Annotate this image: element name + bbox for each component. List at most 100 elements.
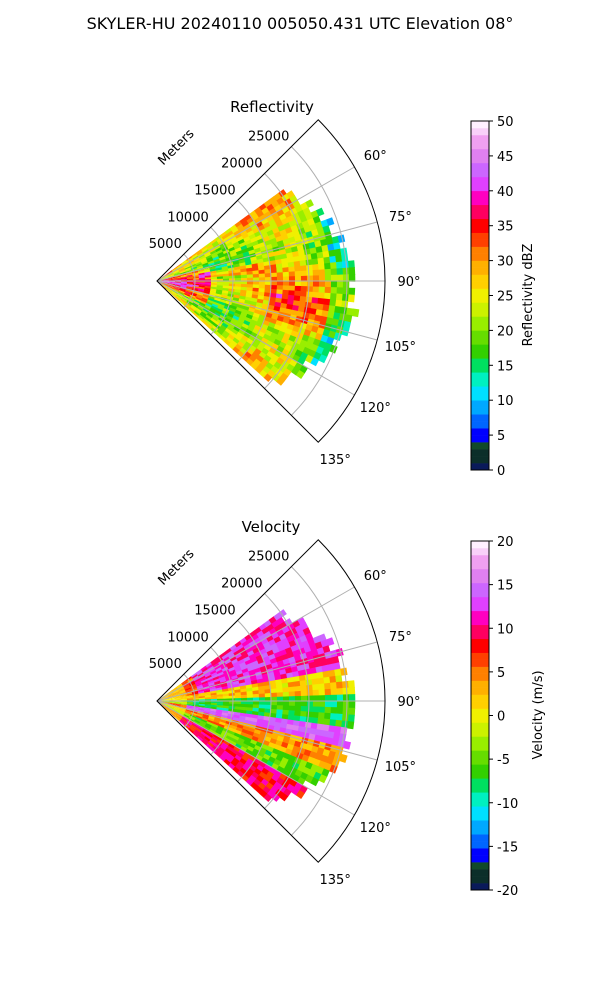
ref-data-cell: [300, 291, 307, 298]
ref-data-cell: [330, 274, 338, 282]
ref-data-cell: [162, 283, 169, 287]
ref-data-cell: [174, 275, 181, 278]
vel-data-cell: [209, 727, 217, 733]
ref-data-cell: [269, 292, 277, 299]
vel-data-cell: [221, 712, 229, 717]
vel-data-cell: [270, 688, 278, 694]
ref-data-cell: [269, 264, 277, 270]
ref-data-cell: [288, 236, 296, 244]
vel-colorbar-segment: [471, 806, 489, 814]
vel-data-cell: [203, 726, 211, 732]
vel-data-cell: [174, 702, 182, 704]
vel-data-cell: [201, 667, 209, 673]
ref-data-cell: [324, 292, 331, 300]
ref-data-cell: [286, 299, 294, 306]
vel-data-cell: [258, 634, 267, 642]
vel-colorbar-segment: [471, 624, 489, 633]
ref-data-cell: [347, 260, 355, 269]
ref-data-cell: [248, 344, 257, 353]
ref-data-cell: [281, 262, 289, 269]
ref-data-cell: [170, 292, 176, 298]
vel-data-cell: [276, 692, 284, 698]
vel-data-cell: [197, 725, 205, 730]
ref-colorbar-segment: [471, 225, 489, 233]
ref-data-cell: [235, 250, 243, 256]
vel-data-cell: [208, 739, 216, 746]
vel-data-cell: [212, 734, 220, 740]
vel-data-cell: [168, 694, 175, 697]
vel-data-cell: [264, 697, 272, 702]
ref-data-cell: [246, 281, 254, 285]
vel-data-cell: [161, 704, 167, 709]
vel-data-cell: [257, 711, 265, 717]
ref-data-cell: [195, 307, 203, 314]
vel-data-cell: [294, 685, 301, 692]
vel-data-cell: [200, 665, 208, 671]
ref-data-cell: [274, 254, 282, 261]
vel-data-cell: [184, 712, 191, 716]
vel-data-cell: [282, 691, 290, 698]
ref-colorbar-segment: [471, 414, 489, 422]
ref-data-cell: [280, 253, 288, 260]
vel-data-cell: [230, 760, 238, 768]
vel-data-cell: [209, 669, 217, 675]
ref-data-cell: [228, 323, 236, 330]
vel-data-cell: [229, 740, 237, 747]
ref-data-cell: [300, 265, 307, 272]
vel-data-cell: [268, 675, 276, 682]
vel-data-cell: [199, 675, 206, 681]
vel-data-cell: [197, 709, 205, 713]
vel-data-cell: [329, 675, 337, 684]
ref-data-cell: [328, 249, 336, 258]
ref-data-cell: [173, 286, 181, 290]
ref-colorbar-segment: [471, 121, 489, 129]
ref-data-cell: [264, 329, 273, 337]
vel-data-cell: [168, 702, 176, 705]
vel-data-cell: [219, 678, 227, 684]
vel-data-cell: [264, 701, 272, 706]
vel-data-cell: [195, 669, 203, 675]
vel-data-cell: [224, 737, 232, 744]
ref-data-cell: [168, 283, 176, 285]
vel-data-cell: [266, 770, 275, 779]
ref-data-cell: [225, 241, 233, 248]
ref-data-cell: [294, 290, 301, 297]
vel-data-cell: [185, 722, 192, 728]
vel-data-cell: [245, 733, 254, 740]
ref-colorbar-segment: [471, 176, 489, 185]
ref-data-cell: [293, 260, 301, 268]
vel-data-cell: [179, 709, 186, 713]
vel-data-cell: [255, 674, 264, 681]
vel-colorbar-segment: [471, 743, 489, 751]
vel-data-cell: [261, 767, 270, 776]
vel-data-cell: [267, 671, 275, 678]
vel-data-cell: [171, 711, 177, 717]
vel-data-cell: [281, 714, 289, 720]
ref-data-cell: [239, 262, 246, 267]
ref-data-cell: [315, 246, 323, 254]
vel-data-cell: [204, 701, 212, 704]
ref-data-cell: [234, 269, 241, 274]
vel-data-cell: [243, 740, 251, 747]
ref-data-cell: [262, 299, 270, 306]
vel-data-cell: [291, 671, 300, 678]
vel-data-cell: [246, 768, 255, 776]
ref-data-cell: [186, 300, 193, 305]
ref-data-cell: [295, 370, 305, 379]
vel-data-cell: [322, 645, 331, 654]
vel-colorbar-tick-label: -20: [497, 884, 518, 899]
vel-data-cell: [205, 722, 213, 728]
vel-data-cell: [196, 686, 204, 690]
vel-data-cell: [211, 723, 219, 729]
ref-data-cell: [184, 303, 191, 309]
ref-data-cell: [192, 311, 199, 318]
ref-data-cell: [228, 275, 236, 279]
vel-data-cell: [202, 684, 210, 688]
ref-data-cell: [264, 277, 272, 282]
vel-data-cell: [174, 699, 182, 701]
vel-data-cell: [204, 672, 212, 678]
vel-data-cell: [256, 630, 265, 638]
ref-data-cell: [261, 253, 269, 259]
vel-data-cell: [330, 682, 337, 690]
